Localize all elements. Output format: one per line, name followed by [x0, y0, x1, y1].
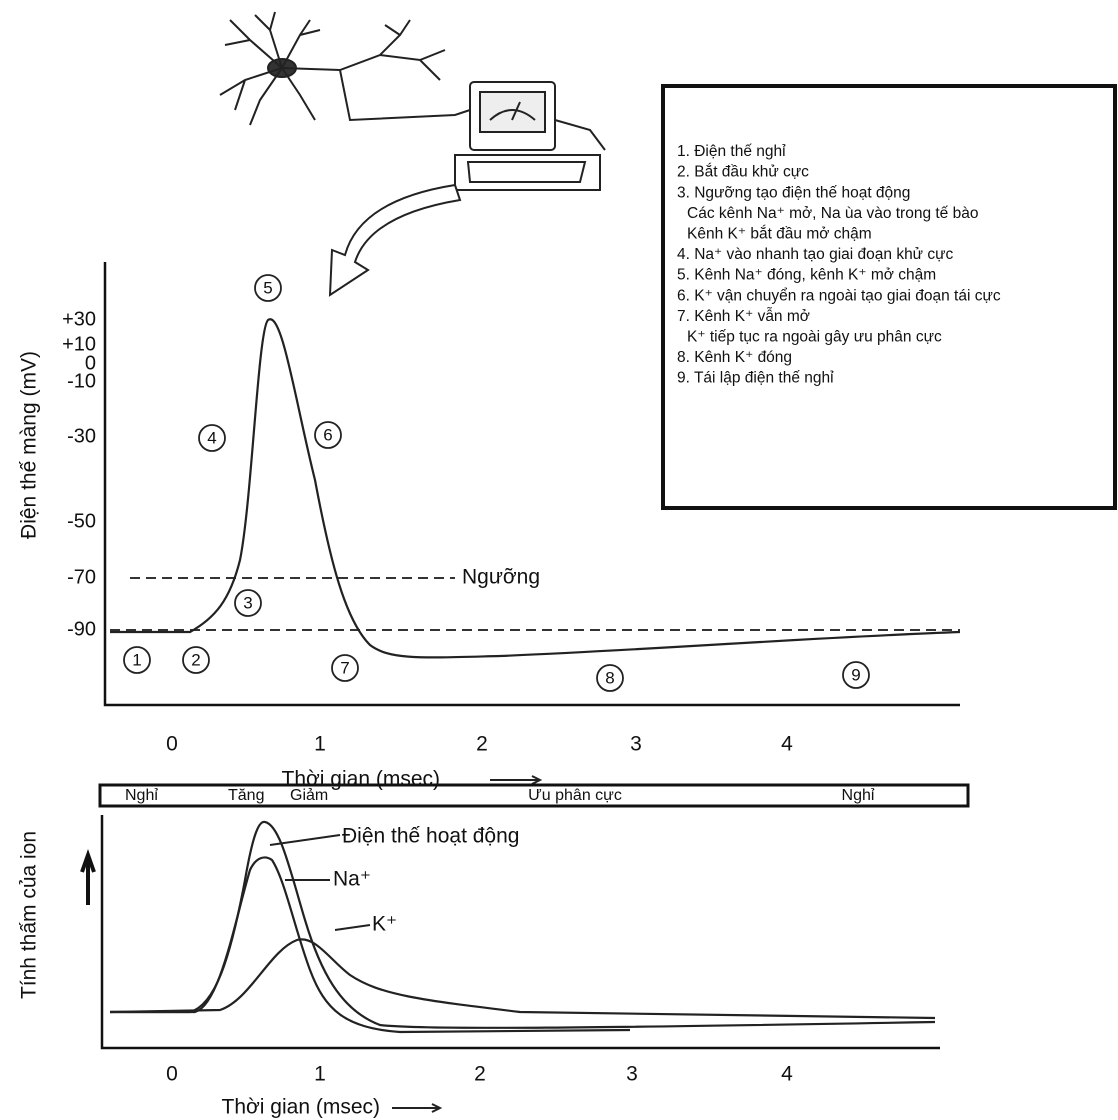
x-tick-label: 4 [781, 1063, 793, 1086]
x-tick-label: 2 [476, 733, 488, 756]
marker-label: 3 [243, 593, 252, 612]
x-axis-label: Thời gian (msec) [222, 1096, 380, 1119]
y-axis-label: Tính thấm của ion [18, 831, 41, 999]
y-tick-label: +30 [62, 308, 96, 330]
legend-line: 6. K⁺ vận chuyển ra ngoài tạo giai đoạn … [677, 287, 1001, 304]
x-tick-label: 3 [626, 1063, 638, 1086]
legend-line: 5. Kênh Na⁺ đóng, kênh K⁺ mở chậm [677, 267, 936, 284]
marker-label: 8 [605, 668, 614, 687]
curve-label: K⁺ [372, 913, 397, 936]
marker-label: 7 [340, 658, 349, 677]
illustration [220, 12, 605, 295]
x-tick-label: 0 [166, 733, 178, 756]
y-tick-label: -50 [67, 510, 96, 532]
legend-line: 1. Điện thế nghỉ [677, 143, 786, 160]
curve-label: Na⁺ [333, 868, 371, 891]
marker-label: 1 [132, 650, 141, 669]
arrow [392, 1104, 440, 1112]
figure: Thời gian (msec) Điện thế màng (mV) Tính… [0, 0, 1118, 1120]
legend-line: K⁺ tiếp tục ra ngoài gây ưu phân cực [687, 328, 942, 345]
x-tick-label: 3 [630, 733, 642, 756]
y-tick-label: -30 [67, 425, 96, 447]
x-tick-label: 4 [781, 733, 793, 756]
threshold-label: Ngưỡng [462, 566, 540, 589]
y-axis-label: Điện thế màng (mV) [18, 351, 41, 539]
y-tick-label: -10 [67, 370, 96, 392]
x-tick-label: 2 [474, 1063, 486, 1086]
y-tick-label: -90 [67, 618, 96, 640]
phase-label: Tăng [228, 787, 264, 804]
marker-label: 4 [207, 428, 216, 447]
legend-line: Các kênh Na⁺ mở, Na ùa vào trong tế bào [687, 205, 978, 222]
legend-line: Kênh K⁺ bắt đầu mở chậm [687, 225, 872, 242]
phase-label: Ưu phân cực [528, 787, 622, 804]
action-potential-curve [110, 822, 935, 1028]
x-tick-label: 1 [314, 1063, 326, 1086]
legend-line: 2. Bắt đầu khử cực [677, 164, 809, 181]
legend-line: 9. Tái lập điện thế nghỉ [677, 370, 834, 387]
marker-label: 2 [191, 650, 200, 669]
x-tick-label: 1 [314, 733, 326, 756]
phase-label: Giảm [290, 787, 328, 804]
legend-line: 8. Kênh K⁺ đóng [677, 349, 792, 366]
arrow [490, 776, 540, 784]
legend-line: 7. Kênh K⁺ vẫn mở [677, 308, 810, 325]
legend-line: 4. Na⁺ vào nhanh tạo giai đoạn khử cực [677, 246, 953, 263]
phase-label: Nghỉ [842, 787, 875, 804]
k-curve [110, 939, 935, 1018]
marker-label: 5 [263, 278, 272, 297]
arrow [82, 855, 94, 905]
marker-label: 9 [851, 665, 860, 684]
phase-label: Nghỉ [125, 787, 158, 804]
marker-label: 6 [323, 425, 332, 444]
legend-line: 3. Ngưỡng tạo điện thế hoạt động [677, 184, 910, 201]
y-tick-label: -70 [67, 566, 96, 588]
x-tick-label: 0 [166, 1063, 178, 1086]
curve-label: Điện thế hoạt động [342, 825, 519, 848]
